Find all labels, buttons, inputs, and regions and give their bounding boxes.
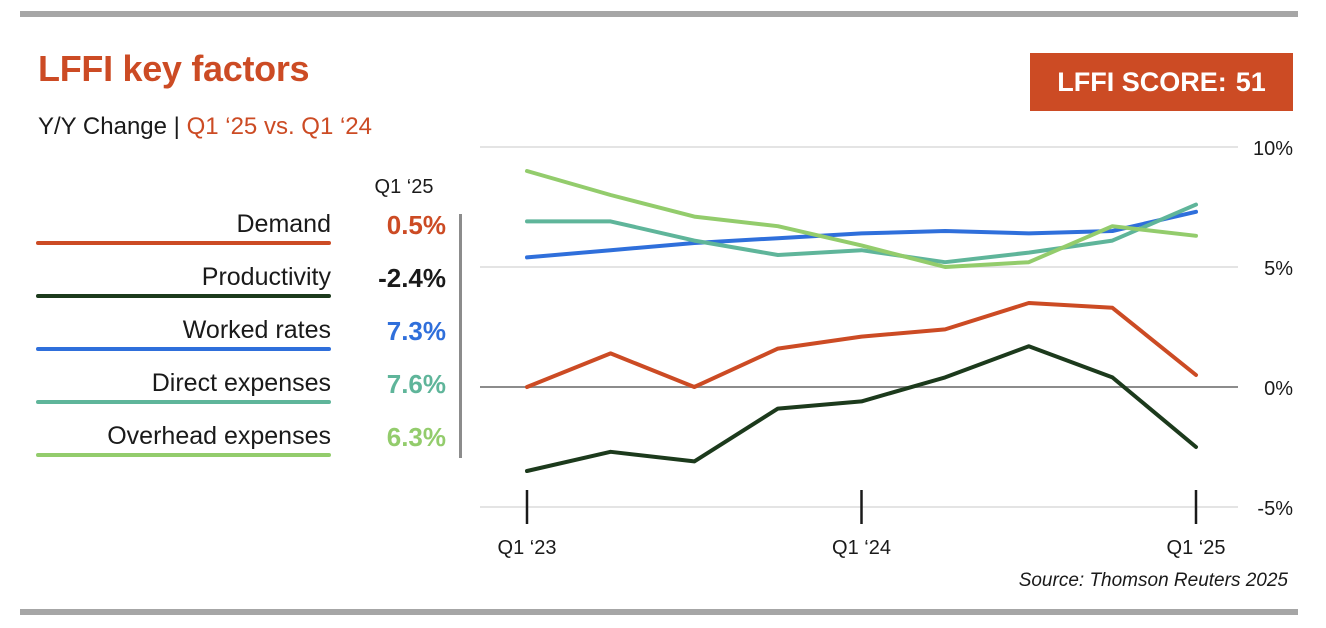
factor-row-productivity: Productivity -2.4% [30,263,446,303]
y-tick-label: 10% [1253,138,1293,160]
x-tick-label: Q1 ‘25 [1167,537,1226,559]
factor-value: 7.6% [386,369,446,399]
factor-name: Productivity [201,263,331,291]
factor-name: Direct expenses [151,369,331,397]
series-line-worked-rates [525,209,1198,260]
factor-row-demand: Demand 0.5% [30,210,446,250]
factor-row-direct-expenses: Direct expenses 7.6% [30,369,446,409]
legend-line-productivity [36,294,331,298]
y-tick-label: 5% [1264,258,1293,280]
x-tick-label: Q1 ‘24 [832,537,891,559]
factor-value: -2.4% [378,263,446,293]
factor-name: Worked rates [182,316,331,344]
factor-name: Overhead expenses [107,422,331,450]
chart-title: LFFI key factors [38,48,310,89]
series-line-overhead-expenses [525,169,1198,269]
y-tick-label: 0% [1264,378,1293,400]
legend-line-direct-expenses [36,400,331,404]
top-rule [20,11,1298,17]
factor-value: 0.5% [386,210,446,240]
chart-subtitle: Y/Y Change | Q1 ‘25 vs. Q1 ‘24 [38,113,372,141]
x-tick-label: Q1 ‘23 [498,537,557,559]
factor-row-worked-rates: Worked rates 7.3% [30,316,446,356]
bottom-rule [20,609,1298,615]
column-header: Q1 ‘25 [374,176,434,198]
score-label: LFFI SCORE: [1057,66,1227,97]
series-line-direct-expenses [525,202,1198,265]
factor-value: 7.3% [386,316,446,346]
score-badge: LFFI SCORE: 51 [1030,53,1293,111]
series-line-productivity [525,344,1198,473]
table-divider [459,214,462,458]
factor-row-overhead-expenses: Overhead expenses 6.3% [30,422,446,462]
series-line-demand [525,301,1198,389]
legend-line-overhead-expenses [36,453,331,457]
source-note: Source: Thomson Reuters 2025 [1018,570,1288,591]
factor-value: 6.3% [386,422,446,452]
legend-line-demand [36,241,331,245]
legend-line-worked-rates [36,347,331,351]
subtitle-accent: Q1 ‘25 vs. Q1 ‘24 [186,113,372,140]
subtitle-main: Y/Y Change | [38,113,187,140]
factor-name: Demand [236,210,332,238]
score-value: 51 [1235,66,1266,97]
y-tick-label: -5% [1257,498,1293,520]
